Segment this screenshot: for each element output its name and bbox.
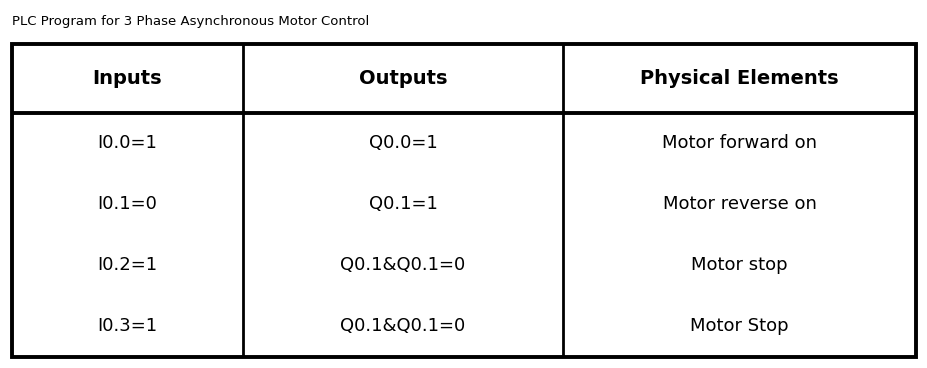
Text: Motor reverse on: Motor reverse on — [662, 195, 816, 213]
Text: Inputs: Inputs — [93, 69, 162, 88]
Text: Motor forward on: Motor forward on — [662, 134, 817, 152]
Text: I0.1=0: I0.1=0 — [97, 195, 157, 213]
Text: Q0.1=1: Q0.1=1 — [368, 195, 437, 213]
Text: I0.3=1: I0.3=1 — [97, 318, 158, 336]
Text: Q0.1&Q0.1=0: Q0.1&Q0.1=0 — [340, 256, 465, 275]
Text: Motor Stop: Motor Stop — [690, 318, 788, 336]
Text: Physical Elements: Physical Elements — [640, 69, 838, 88]
Text: Outputs: Outputs — [359, 69, 447, 88]
Text: Motor stop: Motor stop — [691, 256, 787, 275]
Text: Q0.1&Q0.1=0: Q0.1&Q0.1=0 — [340, 318, 465, 336]
Text: Q0.0=1: Q0.0=1 — [368, 134, 437, 152]
Text: I0.2=1: I0.2=1 — [97, 256, 158, 275]
Text: PLC Program for 3 Phase Asynchronous Motor Control: PLC Program for 3 Phase Asynchronous Mot… — [12, 15, 369, 28]
Text: I0.0=1: I0.0=1 — [97, 134, 157, 152]
